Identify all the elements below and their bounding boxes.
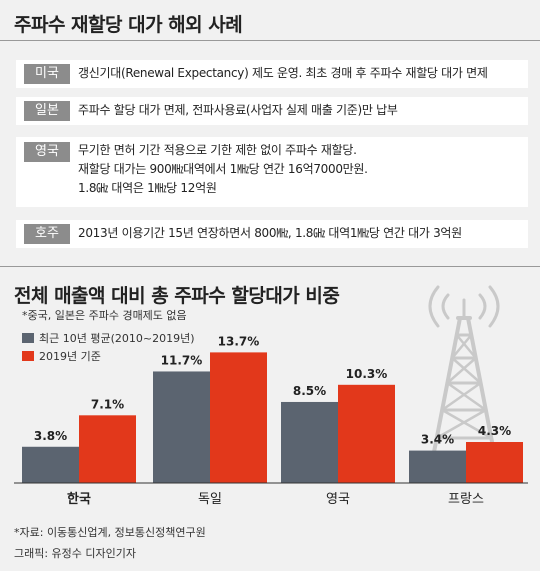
case-text: 갱신기대(Renewal Expectancy) 제도 운영. 최초 경매 후 … xyxy=(78,66,488,80)
bar xyxy=(79,415,136,483)
data-label: 8.5% xyxy=(293,384,326,398)
tower-line xyxy=(432,316,462,454)
case-usa: 미국 갱신기대(Renewal Expectancy) 제도 운영. 최초 경매… xyxy=(16,60,528,88)
bar xyxy=(153,371,210,483)
divider xyxy=(0,266,540,267)
tick-label: 한국 xyxy=(67,491,91,507)
bar xyxy=(338,384,395,483)
heading-cases: 주파수 재할당 대가 해외 사례 xyxy=(14,14,243,36)
graphic-credit: 그래픽: 유정수 디자인기자 xyxy=(14,547,137,560)
tower-line xyxy=(466,316,496,454)
tower-line xyxy=(435,408,488,440)
bars-layer: 3.8% 7.1% 한국 11.7% 13.7% 독일 8.5% 10.3% 영국 3.4% 4.3… xyxy=(14,334,528,507)
legend-swatch-2019 xyxy=(22,351,34,361)
tower-wave xyxy=(478,293,487,320)
case-australia: 호주 2013년 이용기간 15년 연장하면서 800㎒, 1.8㎓ 대역1㎒당… xyxy=(16,220,528,248)
country-tag: 일본 xyxy=(24,101,70,121)
tower-line xyxy=(446,356,478,385)
chart-title: 전체 매출액 대비 총 주파수 할당대가 비중 xyxy=(14,285,340,307)
tower-line xyxy=(455,333,478,360)
data-label: 13.7% xyxy=(218,334,260,348)
legend-label: 최근 10년 평균(2010~2019년) xyxy=(39,332,195,345)
chart-note: *중국, 일본은 주파수 경매제도 없음 xyxy=(22,309,187,322)
legend-label: 2019년 기준 xyxy=(39,350,101,363)
divider xyxy=(0,40,540,41)
case-line: 재할당 대가는 900㎒대역에서 1㎒당 연간 16억7000만원. xyxy=(78,162,368,176)
tick-label: 프랑스 xyxy=(448,492,484,507)
tick-label: 독일 xyxy=(198,492,222,507)
case-text: 주파수 할당 대가 면제, 전파사용료(사업자 실제 매출 기준)만 납부 xyxy=(78,103,398,117)
data-label: 3.8% xyxy=(34,429,67,443)
tower-wave xyxy=(488,285,500,328)
tower-line xyxy=(446,381,488,412)
source-note: *자료: 이동통신업계, 정보통신정책연구원 xyxy=(14,526,206,539)
case-text: 2013년 이용기간 15년 연장하면서 800㎒, 1.8㎓ 대역1㎒당 연간… xyxy=(78,226,462,240)
country-tag: 호주 xyxy=(24,224,70,244)
bar xyxy=(210,352,267,483)
data-label: 11.7% xyxy=(161,353,203,367)
tick-label: 영국 xyxy=(326,492,350,507)
data-label: 3.4% xyxy=(421,433,454,447)
case-text: 무기한 면허 기간 적용으로 기한 제한 없이 주파수 재할당. 재할당 대가는… xyxy=(78,141,524,198)
data-label: 10.3% xyxy=(346,367,388,381)
tower-line xyxy=(450,356,482,385)
country-tag: 미국 xyxy=(24,64,70,84)
bar xyxy=(466,442,523,483)
data-label: 4.3% xyxy=(478,424,511,438)
bar xyxy=(409,450,466,483)
bar xyxy=(281,401,338,483)
tower-line xyxy=(440,381,482,412)
case-line: 1.8㎓ 대역은 1㎒당 12억원 xyxy=(78,181,217,195)
case-uk: 영국 무기한 면허 기간 적용으로 기한 제한 없이 주파수 재할당. 재할당 … xyxy=(16,137,528,207)
bar xyxy=(22,446,79,483)
country-tag: 영국 xyxy=(24,142,70,162)
tower-line xyxy=(440,408,493,440)
legend-item-2019: 2019년 기준 xyxy=(22,348,101,364)
case-japan: 일본 주파수 할당 대가 면제, 전파사용료(사업자 실제 매출 기준)만 납부 xyxy=(16,97,528,125)
radio-tower-icon xyxy=(428,285,500,454)
legend-swatch-avg xyxy=(22,333,34,343)
tower-wave xyxy=(441,293,450,320)
tower-line xyxy=(450,333,473,360)
data-label: 7.1% xyxy=(91,397,124,411)
case-line: 무기한 면허 기간 적용으로 기한 제한 없이 주파수 재할당. xyxy=(78,143,357,157)
tower-wave xyxy=(428,285,440,328)
legend-item-avg: 최근 10년 평균(2010~2019년) xyxy=(22,330,195,346)
